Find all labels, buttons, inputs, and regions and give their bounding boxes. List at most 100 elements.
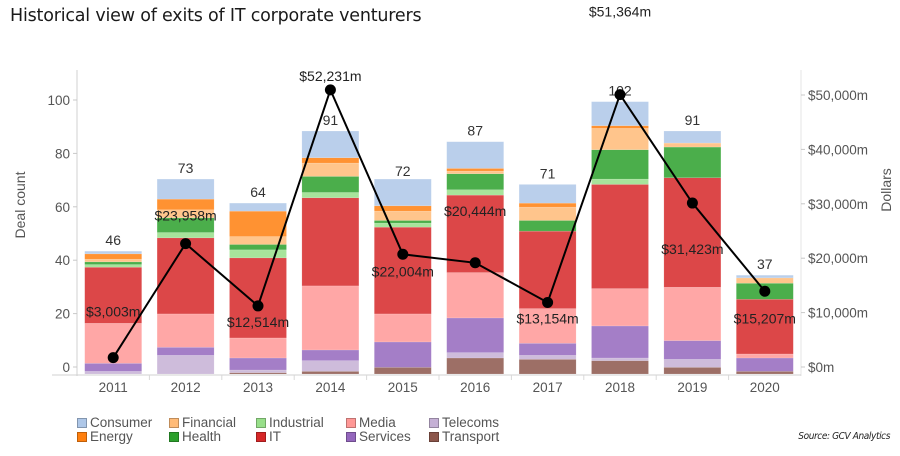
bar-segment-telecoms-2013 [229, 369, 287, 373]
bar-segment-health-2011 [84, 261, 142, 265]
bar-segment-consumer-2017 [518, 184, 577, 204]
bar-segment-telecoms-2011 [84, 371, 142, 375]
legend-item-media[interactable]: Media [346, 416, 429, 430]
bar-segment-industrial-2011 [84, 264, 142, 268]
total-label: 46 [105, 232, 121, 248]
legend-label: Telecoms [442, 415, 500, 430]
bar-segment-services-2020 [736, 357, 794, 372]
legend-swatch [169, 418, 179, 428]
legend-item-energy[interactable]: Energy [77, 430, 169, 444]
bar-segment-it-2011 [84, 266, 142, 324]
legend-item-transport[interactable]: Transport [429, 430, 519, 444]
y2-tick-label: $40,000m [808, 142, 868, 157]
bar-segment-services-2018 [591, 325, 649, 359]
legend-label: Media [359, 415, 396, 430]
bar-segment-media-2016 [446, 272, 504, 319]
bar-segment-media-2018 [591, 288, 649, 327]
bar-segment-telecoms-2019 [663, 359, 722, 368]
bar-segment-energy-2017 [518, 202, 577, 208]
legend-swatch [429, 432, 439, 442]
y-tick-label: 40 [55, 253, 70, 268]
legend-item-it[interactable]: IT [256, 430, 346, 444]
bar-segment-transport-2019 [663, 367, 722, 375]
bar-segment-services-2016 [446, 317, 504, 353]
bar-segment-energy-2014 [301, 157, 360, 164]
total-label: 73 [178, 160, 194, 176]
legend-label: Health [182, 429, 222, 444]
bar-segment-industrial-2015 [374, 222, 432, 228]
legend-label: Financial [182, 415, 237, 430]
bar-segment-it-2017 [518, 230, 577, 309]
bar-segment-services-2015 [374, 341, 432, 368]
bar-segment-services-2012 [156, 347, 215, 356]
legend-swatch [169, 432, 179, 442]
total-label: 91 [685, 112, 701, 128]
dollar-point [686, 197, 698, 209]
legend-label: Services [359, 429, 411, 444]
legend-item-telecoms[interactable]: Telecoms [429, 416, 519, 430]
dollar-label: $52,231m [299, 68, 361, 84]
bar-segment-services-2017 [518, 343, 577, 356]
legend-swatch [429, 418, 439, 428]
dollar-point [252, 300, 264, 312]
bar-segment-financial-2014 [301, 162, 360, 177]
x-tick-label: 2020 [750, 380, 780, 395]
y2-tick-label: $20,000m [808, 251, 868, 266]
bar-segment-telecoms-2018 [591, 357, 649, 361]
bar-segment-energy-2012 [156, 198, 215, 211]
bar-segment-services-2011 [84, 363, 142, 372]
bar-segment-consumer-2016 [446, 141, 504, 169]
bar-segment-it-2020 [736, 298, 794, 355]
total-label: 72 [395, 163, 411, 179]
x-tick-label: 2013 [243, 380, 273, 395]
bar-segment-it-2015 [374, 226, 432, 315]
legend-label: Industrial [269, 415, 324, 430]
bar-segment-financial-2018 [591, 128, 649, 150]
bar-segment-telecoms-2017 [518, 355, 577, 360]
bar-segment-it-2018 [591, 184, 649, 289]
dollar-label: $51,364m [589, 4, 651, 20]
dollar-point [397, 248, 409, 260]
bar-segment-media-2020 [736, 353, 794, 359]
legend-swatch [77, 432, 87, 442]
bar-segment-it-2012 [156, 237, 215, 315]
total-label: 37 [757, 256, 773, 272]
dollar-point [107, 352, 119, 364]
y-tick-label: 100 [47, 93, 70, 108]
bar-segment-media-2012 [156, 313, 215, 348]
x-tick-label: 2012 [171, 380, 201, 395]
bar-segment-consumer-2015 [374, 178, 432, 207]
y2-tick-label: $30,000m [808, 197, 868, 212]
x-tick-label: 2015 [388, 380, 418, 395]
legend-item-health[interactable]: Health [169, 430, 256, 444]
y2-tick-label: $50,000m [808, 88, 868, 103]
bar-segment-consumer-2011 [84, 250, 142, 255]
dollar-point [180, 238, 192, 250]
bar-segment-telecoms-2012 [156, 355, 215, 375]
x-axis: 2011 2012 2013 2014 2015 2016 2017 2018 2019 2020 [52, 374, 801, 395]
bar-segment-media-2017 [518, 308, 577, 344]
legend-item-industrial[interactable]: Industrial [256, 416, 346, 430]
legend-label: Transport [442, 429, 500, 444]
bar-segment-consumer-2019 [663, 130, 722, 144]
bar-segment-financial-2016 [446, 170, 504, 175]
bar-segment-consumer-2018 [591, 101, 649, 126]
dollar-point [324, 84, 336, 96]
bar-segment-health-2015 [374, 220, 432, 224]
bar-segment-energy-2016 [446, 168, 504, 172]
bar-segment-it-2013 [229, 257, 287, 339]
x-tick-label: 2018 [605, 380, 635, 395]
bar-segment-financial-2011 [84, 258, 142, 263]
bar-segment-health-2013 [229, 244, 287, 251]
total-label: 91 [323, 112, 339, 128]
legend: Consumer Financial Industrial Media Telecoms… [77, 416, 519, 444]
x-tick-label: 2019 [677, 380, 707, 395]
legend-item-consumer[interactable]: Consumer [77, 416, 169, 430]
bar-segment-consumer-2012 [156, 178, 215, 200]
dollar-label: $23,958m [154, 208, 216, 224]
legend-item-services[interactable]: Services [346, 430, 429, 444]
legend-swatch [256, 418, 266, 428]
dollar-line-group: $3,003m $23,958m $12,514m $52,231m $22,004m $… [86, 4, 796, 364]
legend-item-financial[interactable]: Financial [169, 416, 256, 430]
bar-segment-media-2014 [301, 285, 360, 351]
